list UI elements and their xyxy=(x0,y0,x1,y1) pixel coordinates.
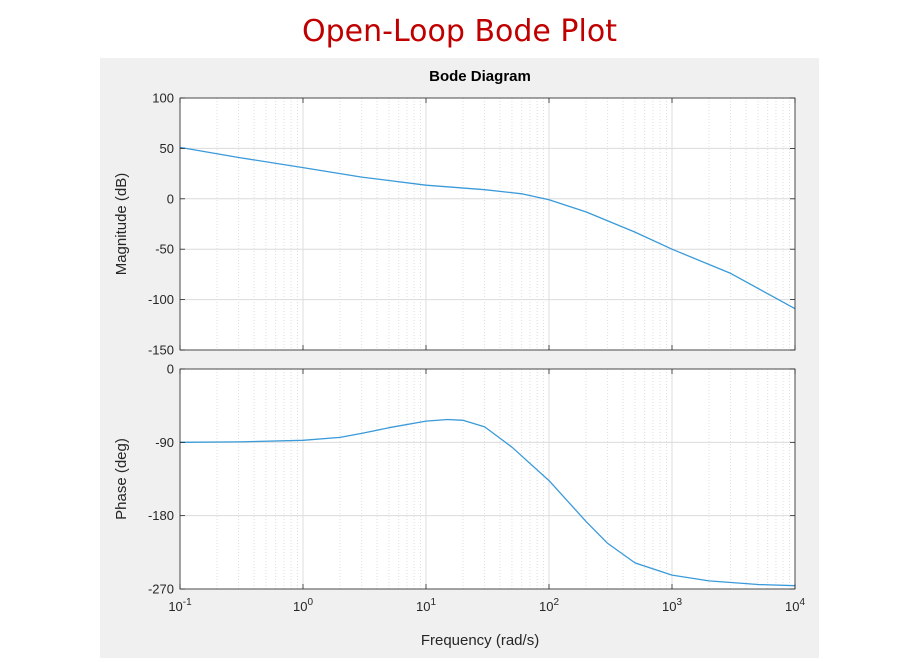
phase-y-tick-label: -90 xyxy=(155,435,174,450)
axes-box-magnitude xyxy=(179,97,796,351)
magnitude-y-tick-label: 100 xyxy=(152,91,174,106)
magnitude-y-tick-label: -100 xyxy=(148,292,174,307)
magnitude-y-tick-label: -150 xyxy=(148,343,174,358)
x-tick-label: 102 xyxy=(539,597,559,614)
phase-y-tick-label: -180 xyxy=(148,508,174,523)
phase-y-tick-label: -270 xyxy=(148,582,174,597)
x-tick-label: 104 xyxy=(785,597,805,614)
phase-response-line xyxy=(179,418,796,587)
phase-y-axis-label: Phase (deg) xyxy=(113,438,130,520)
chart-title: Bode Diagram xyxy=(429,68,531,85)
magnitude-response-line xyxy=(179,146,796,310)
magnitude-y-axis-label: Magnitude (dB) xyxy=(113,173,130,276)
magnitude-y-tick-label: -50 xyxy=(155,242,174,257)
x-tick-label: 103 xyxy=(662,597,682,614)
phase-y-tick-label: 0 xyxy=(167,362,174,377)
bode-diagram-chart: Bode Diagram Frequency (rad/s) 100 50 0 -50… xyxy=(113,68,805,649)
x-tick-label: 100 xyxy=(293,597,313,614)
plot-area-magnitude xyxy=(180,98,795,350)
axes-box-phase xyxy=(179,368,796,590)
x-tick-label: 10-1 xyxy=(168,597,192,614)
magnitude-y-tick-label: 50 xyxy=(160,141,174,156)
plot-area-phase xyxy=(180,369,795,589)
x-axis-label: Frequency (rad/s) xyxy=(421,632,539,649)
slide-title: Open-Loop Bode Plot xyxy=(302,14,617,49)
x-tick-label: 101 xyxy=(416,597,436,614)
panel-phase: 0 -90 -180 -270 Phase (deg) xyxy=(113,362,796,597)
panel-magnitude: 100 50 0 -50 -100 -150 Magnitude (dB) xyxy=(113,91,796,358)
figure-panel: Bode Diagram Frequency (rad/s) 100 50 0 -50… xyxy=(100,58,819,658)
magnitude-y-tick-label: 0 xyxy=(167,191,174,206)
